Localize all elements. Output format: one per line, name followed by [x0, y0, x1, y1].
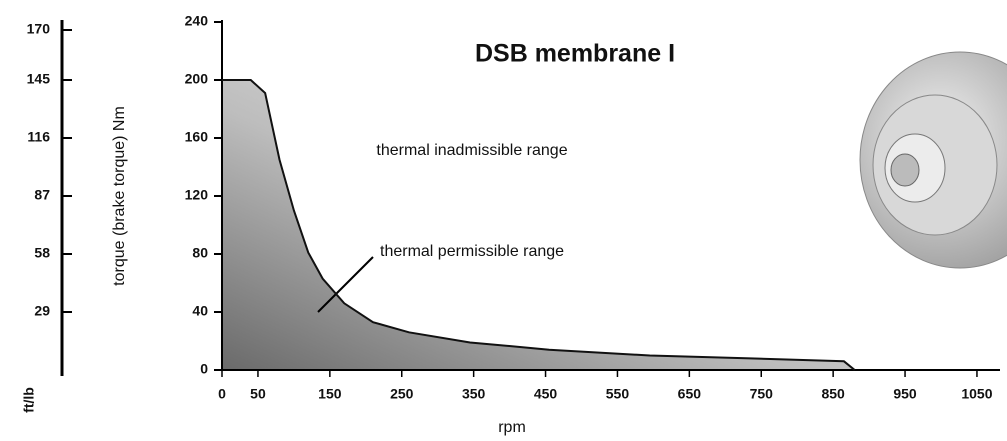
y-tick-label: 200 — [185, 71, 209, 87]
y-tick-label: 80 — [192, 245, 208, 261]
area — [222, 80, 855, 370]
annotation: thermal inadmissible range — [376, 142, 567, 159]
chart-title: DSB membrane I — [475, 40, 675, 68]
y-tick-label: 120 — [185, 187, 209, 203]
y2-tick-label: 170 — [27, 21, 51, 37]
x-tick-label: 50 — [250, 386, 266, 402]
annotation: thermal permissible range — [380, 243, 564, 260]
x-tick-label: 250 — [390, 386, 414, 402]
x-tick-label: 750 — [750, 386, 774, 402]
y-tick-label: 240 — [185, 13, 209, 29]
y2-tick-label: 58 — [34, 245, 50, 261]
x-tick-label: 550 — [606, 386, 630, 402]
x-tick-label: 350 — [462, 386, 486, 402]
y2-axis-label: ft/lb — [21, 387, 37, 413]
y2-tick-label: 29 — [34, 303, 50, 319]
x-tick-label: 950 — [893, 386, 917, 402]
y-tick-label: 0 — [200, 361, 208, 377]
y-axis-label: torque (brake torque) Nm — [111, 106, 128, 286]
x-tick-label: 650 — [678, 386, 702, 402]
x-axis-label: rpm — [498, 419, 526, 436]
x-tick-label: 150 — [318, 386, 342, 402]
membrane-illustration — [859, 51, 1007, 269]
x-tick-label: 0 — [218, 386, 226, 402]
y-tick-label: 40 — [192, 303, 208, 319]
y2-tick-label: 116 — [27, 129, 50, 145]
x-tick-label: 850 — [821, 386, 845, 402]
y2-tick-label: 145 — [27, 71, 51, 87]
annotation-leader — [317, 256, 374, 313]
x-tick-label: 1050 — [961, 386, 992, 402]
line — [222, 79, 856, 371]
y-tick-label: 160 — [185, 129, 209, 145]
y2-tick-label: 87 — [34, 187, 50, 203]
x-tick-label: 450 — [534, 386, 558, 402]
